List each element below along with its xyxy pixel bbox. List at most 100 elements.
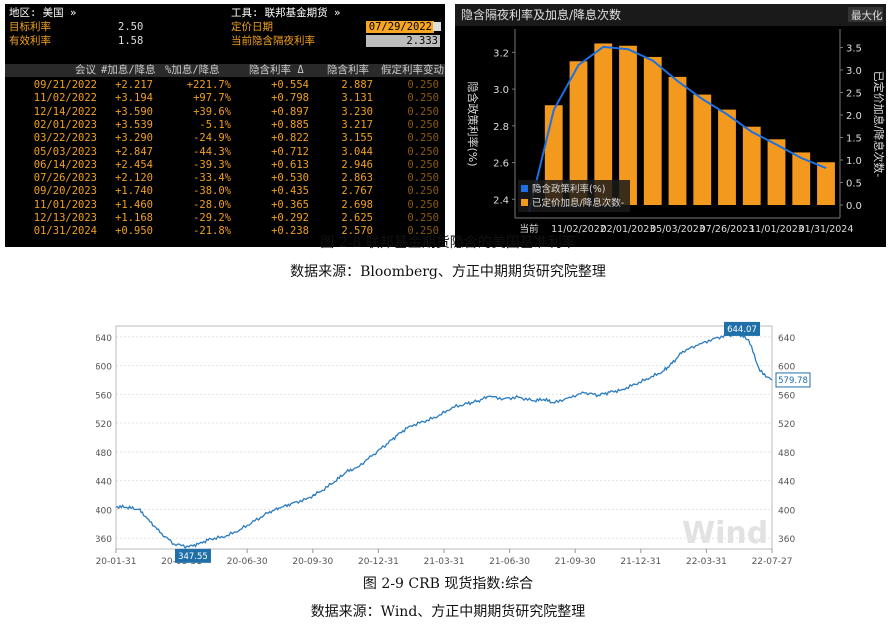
y-tick-label-left: 520 xyxy=(96,420,112,430)
effective-rate-value: 1.58 xyxy=(118,35,144,47)
x-tick-label: 11/02/2022 xyxy=(551,224,606,235)
table-row: 09/20/2023 +1.740 -38.0% +0.435 2.767 0.250 xyxy=(5,185,445,197)
implied-rate-chart: 隐含隔夜利率及加息/降息次数 最大化 2.4 2.6 2.8 3.0 3.2 0.0 0.5 1.… xyxy=(455,4,886,235)
implied-delta-cell: +0.238 xyxy=(271,225,309,238)
implied-rate-cell: 3.131 xyxy=(341,92,373,105)
hike-count-bar xyxy=(767,139,786,205)
hike-count-bar xyxy=(742,126,761,205)
calendar-icon[interactable] xyxy=(433,22,441,31)
y-tick-label-right: 480 xyxy=(778,449,795,459)
implied-rate-cell: 2.863 xyxy=(341,172,373,185)
assumed-move-cell: 0.250 xyxy=(407,105,439,118)
implied-delta-cell: +0.798 xyxy=(271,92,309,105)
x-tick-label: 当前 xyxy=(519,223,538,235)
x-tick-label: 02/01/2023 xyxy=(601,224,656,235)
table-row: 11/01/2023 +1.460 -28.0% +0.365 2.698 0.250 xyxy=(5,199,445,211)
meeting-date-cell: 11/01/2023 xyxy=(33,198,97,211)
implied-delta-cell: +0.822 xyxy=(271,132,309,145)
meeting-date-cell: 03/22/2023 xyxy=(33,132,97,145)
implied-delta-cell: +0.435 xyxy=(271,185,309,198)
implied-delta-cell: +0.530 xyxy=(271,172,309,185)
assumed-move-cell: 0.250 xyxy=(407,158,439,171)
hike-count-bar xyxy=(718,109,736,205)
x-tick-label: 21-12-31 xyxy=(620,557,661,567)
plot-frame xyxy=(115,325,773,550)
hike-pct-cell: +221.7% xyxy=(186,79,231,91)
col-header-hikes: #加息/降息 xyxy=(101,64,156,76)
last-value-tag xyxy=(775,372,811,388)
col-header-implied-delta: 隐含利率 Δ xyxy=(249,64,304,76)
x-tick-label: 20-06-30 xyxy=(227,557,268,567)
hike-pct-cell: -5.1% xyxy=(199,118,231,131)
y-tick-label-right: 1.5 xyxy=(846,134,862,145)
hike-pct-cell: -44.3% xyxy=(193,145,231,158)
hike-count-cell: +2.217 xyxy=(115,79,153,91)
meeting-date-cell: 02/01/2023 xyxy=(33,118,97,131)
y-tick-label-left: 3.0 xyxy=(493,85,509,96)
maximize-button[interactable] xyxy=(848,7,883,22)
implied-overnight-label: 当前隐含隔夜利率 xyxy=(231,35,315,47)
hike-count-cell: +2.454 xyxy=(115,158,153,171)
hike-count-cell: +2.847 xyxy=(115,145,153,158)
assumed-move-cell: 0.250 xyxy=(407,79,439,91)
hike-count-cell: +1.168 xyxy=(115,212,153,224)
hike-count-bar xyxy=(693,94,712,205)
y-tick-label-left: 400 xyxy=(96,506,112,516)
implied-rate-cell: 2.698 xyxy=(341,198,373,211)
hike-pct-cell: -33.4% xyxy=(193,172,231,185)
implied-delta-cell: +0.365 xyxy=(271,198,309,211)
table-row: 07/26/2023 +2.120 -33.4% +0.530 2.863 0.250 xyxy=(5,172,445,184)
meeting-date-cell: 06/14/2023 xyxy=(33,158,97,171)
x-tick-label: 07/26/2023 xyxy=(700,224,755,235)
implied-rate-cell: 3.044 xyxy=(341,145,373,158)
hike-pct-cell: -29.2% xyxy=(193,212,231,224)
assumed-move-cell: 0.250 xyxy=(407,132,439,145)
hike-pct-cell: -39.3% xyxy=(193,158,231,171)
x-tick-label: 11/01/2023 xyxy=(749,224,804,235)
hike-count-bar xyxy=(792,152,811,205)
region-selector[interactable]: 地区: 美国 » xyxy=(9,7,77,19)
hike-count-cell: +3.590 xyxy=(115,105,153,118)
implied-delta-cell: +0.712 xyxy=(271,145,309,158)
x-tick-label: 21-09-30 xyxy=(555,557,596,567)
hike-count-cell: +1.740 xyxy=(115,185,153,198)
legend-swatch-bar xyxy=(521,199,528,206)
assumed-move-cell: 0.250 xyxy=(407,212,439,224)
y-tick-label-right: 1.0 xyxy=(846,156,862,167)
implied-delta-cell: +0.897 xyxy=(271,105,309,118)
crb-index-chart: 360 360 400 400 440 440 480 480 520 520 560 560 600 6… xyxy=(95,321,811,567)
table-row: 12/14/2022 +3.590 +39.6% +0.897 3.230 0.250 xyxy=(5,106,445,118)
bbg-header-row-3: 有效利率 1.58 当前隐含隔夜利率 2.333 xyxy=(5,35,445,47)
max-value-tag xyxy=(723,321,760,336)
y-tick-label-left: 440 xyxy=(96,478,112,488)
implied-delta-cell: +0.292 xyxy=(271,212,309,224)
tool-selector[interactable]: 工具: 联邦基金期货 » xyxy=(231,7,341,19)
implied-rate-cell: 2.887 xyxy=(341,79,373,91)
target-rate-label: 目标利率 xyxy=(9,21,51,33)
legend-swatch-line xyxy=(521,185,528,192)
meeting-date-cell: 12/14/2022 xyxy=(33,105,97,118)
y-axis-title-right: 已定价加息/降息次数- xyxy=(872,71,886,178)
col-header-hike-pct: %加息/降息 xyxy=(165,64,220,76)
table-row: 03/22/2023 +3.290 -24.9% +0.822 3.155 0.250 xyxy=(5,132,445,144)
x-tick-label: 21-06-30 xyxy=(489,557,530,567)
crb-index-line xyxy=(115,331,773,549)
y-tick-label-right: 2.0 xyxy=(846,111,862,122)
y-tick-label-right: 3.5 xyxy=(846,44,862,55)
target-rate-value: 2.50 xyxy=(118,21,144,33)
pricing-date-input[interactable]: 07/29/2022 xyxy=(366,21,434,33)
legend-label-line: 隐含政策利率(%) xyxy=(532,183,605,195)
meeting-date-cell: 05/03/2023 xyxy=(33,145,97,158)
assumed-move-cell: 0.250 xyxy=(407,92,439,105)
hike-pct-cell: -38.0% xyxy=(193,185,231,198)
min-value-label: 347.55 xyxy=(178,552,208,562)
x-tick-label: 20-01-31 xyxy=(96,557,136,567)
y-tick-label-left: 640 xyxy=(96,334,112,344)
hike-pct-cell: +97.7% xyxy=(193,92,231,105)
legend-box xyxy=(518,180,630,212)
hike-count-cell: +3.194 xyxy=(115,92,153,105)
min-value-tag xyxy=(174,548,211,563)
figure-2-8-source: 数据来源：Bloomberg、方正中期期货研究院整理 xyxy=(290,264,606,280)
crb-index-chart-panel: 360 360 400 400 440 440 480 480 520 520 560 560 600 6… xyxy=(95,318,816,570)
y-tick-label-right: 520 xyxy=(778,420,795,430)
